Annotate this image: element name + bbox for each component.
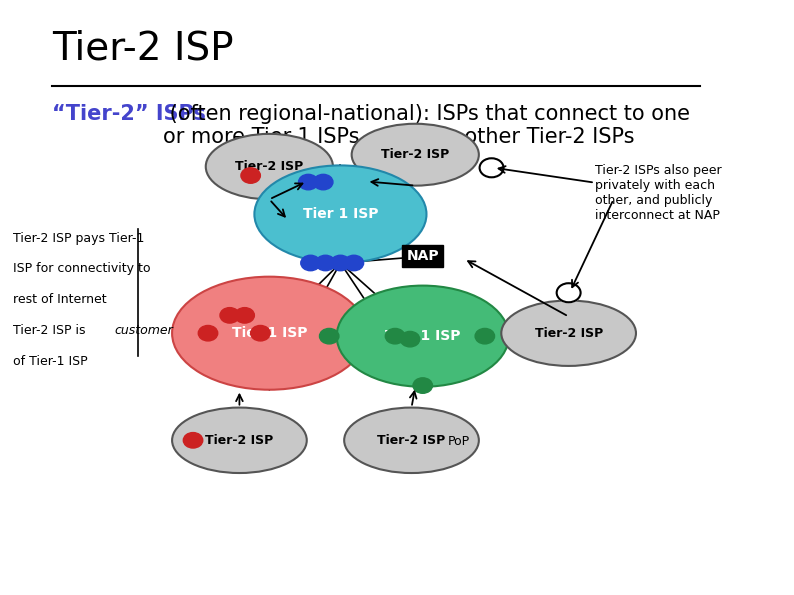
Circle shape [385, 328, 405, 344]
Text: “Tier-2” ISPs: “Tier-2” ISPs [52, 104, 206, 124]
Circle shape [301, 255, 320, 271]
Circle shape [241, 168, 260, 183]
Ellipse shape [254, 165, 426, 263]
Circle shape [319, 328, 339, 344]
Text: of Tier-1 ISP: of Tier-1 ISP [13, 355, 88, 368]
Circle shape [557, 283, 580, 302]
Circle shape [314, 174, 333, 190]
Ellipse shape [206, 134, 333, 199]
Circle shape [316, 255, 335, 271]
Ellipse shape [172, 408, 306, 473]
Text: Tier-2 ISP: Tier-2 ISP [377, 434, 445, 447]
Text: customer: customer [114, 324, 173, 337]
Ellipse shape [344, 408, 479, 473]
Ellipse shape [337, 286, 509, 387]
Circle shape [344, 255, 364, 271]
Text: NAP: NAP [407, 249, 439, 263]
Text: rest of Internet: rest of Internet [13, 293, 107, 306]
Text: Tier-2 ISP: Tier-2 ISP [52, 30, 234, 68]
Circle shape [480, 158, 503, 177]
Ellipse shape [352, 124, 479, 186]
Circle shape [299, 174, 318, 190]
Text: ISP for connectivity to: ISP for connectivity to [13, 262, 151, 275]
Text: Tier-2 ISPs also peer
privately with each
other, and publicly
interconnect at NA: Tier-2 ISPs also peer privately with eac… [595, 164, 722, 221]
Circle shape [413, 378, 433, 393]
Circle shape [400, 331, 420, 347]
Text: Tier 1 ISP: Tier 1 ISP [303, 207, 378, 221]
Ellipse shape [501, 300, 636, 366]
Text: Tier 1 ISP: Tier 1 ISP [385, 329, 461, 343]
Circle shape [235, 308, 254, 323]
Text: Tier-2 ISP: Tier-2 ISP [534, 327, 603, 340]
Circle shape [220, 308, 240, 323]
Text: Tier 1 ISP: Tier 1 ISP [232, 326, 307, 340]
Ellipse shape [172, 277, 367, 390]
Circle shape [475, 328, 495, 344]
Text: PoP: PoP [448, 435, 469, 448]
Text: Tier-2 ISP pays Tier-1: Tier-2 ISP pays Tier-1 [13, 231, 145, 245]
Text: Tier-2 ISP: Tier-2 ISP [381, 148, 449, 161]
Text: Tier-2 ISP: Tier-2 ISP [206, 434, 274, 447]
Circle shape [198, 325, 218, 341]
Circle shape [183, 433, 202, 448]
Circle shape [251, 325, 270, 341]
Text: (often regional-national): ISPs that connect to one
or more Tier-1 ISPs, possibl: (often regional-national): ISPs that con… [163, 104, 690, 148]
Text: Tier-2 ISP: Tier-2 ISP [235, 160, 303, 173]
Text: Tier-2 ISP is: Tier-2 ISP is [13, 324, 90, 337]
Circle shape [331, 255, 350, 271]
